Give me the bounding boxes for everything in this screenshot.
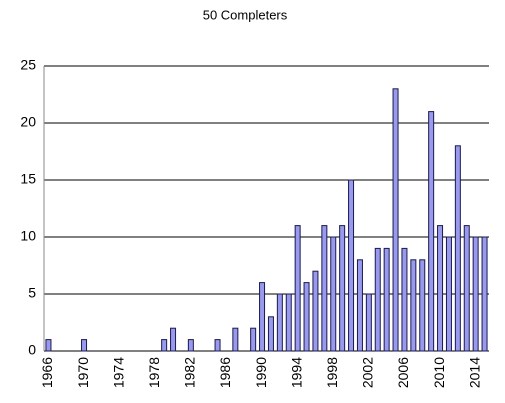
bar [445,236,452,352]
bar [170,327,177,352]
bar [401,247,408,352]
bar [285,293,292,352]
x-tick-label: 1990 [253,357,269,388]
bar [383,247,390,352]
bar [481,236,488,352]
x-tick-label: 2006 [395,357,411,388]
x-tick-label: 1978 [146,357,162,388]
bar [312,270,319,352]
x-tick-label: 2010 [431,357,447,388]
bar [437,225,444,352]
bar [392,88,399,352]
bar [365,293,372,352]
y-tick-label: 20 [20,114,36,130]
bar [374,247,381,352]
bar [428,111,435,352]
bar [161,339,168,352]
bar [187,339,194,352]
bar [463,225,470,352]
y-tick-label: 15 [20,171,36,187]
x-tick-label: 2014 [466,357,482,388]
x-tick-label: 1998 [324,357,340,388]
chart-title: 50 Completers [203,7,288,22]
bar [339,225,346,352]
x-tick-label: 1966 [39,357,55,388]
y-tick-label: 0 [28,342,36,358]
bar [267,316,274,352]
y-tick-label: 5 [28,285,36,301]
bar [81,339,88,352]
x-tick-label: 2002 [360,357,376,388]
bar [472,236,479,352]
bar [259,282,266,352]
y-tick-label: 25 [20,57,36,73]
bar [232,327,239,352]
bar [214,339,221,352]
bar [419,259,426,352]
x-tick-label: 1994 [288,357,304,388]
bar [303,282,310,352]
x-tick-label: 1986 [217,357,233,388]
x-tick-label: 1974 [110,357,126,388]
bar [250,327,257,352]
bar [330,236,337,352]
bar [294,225,301,352]
bar [348,179,355,352]
y-tick-label: 10 [20,228,36,244]
bar [45,339,52,352]
bar [356,259,363,352]
bar [321,225,328,352]
bar [454,145,461,352]
bar [276,293,283,352]
bar [410,259,417,352]
x-tick-label: 1982 [182,357,198,388]
x-tick-label: 1970 [75,357,91,388]
